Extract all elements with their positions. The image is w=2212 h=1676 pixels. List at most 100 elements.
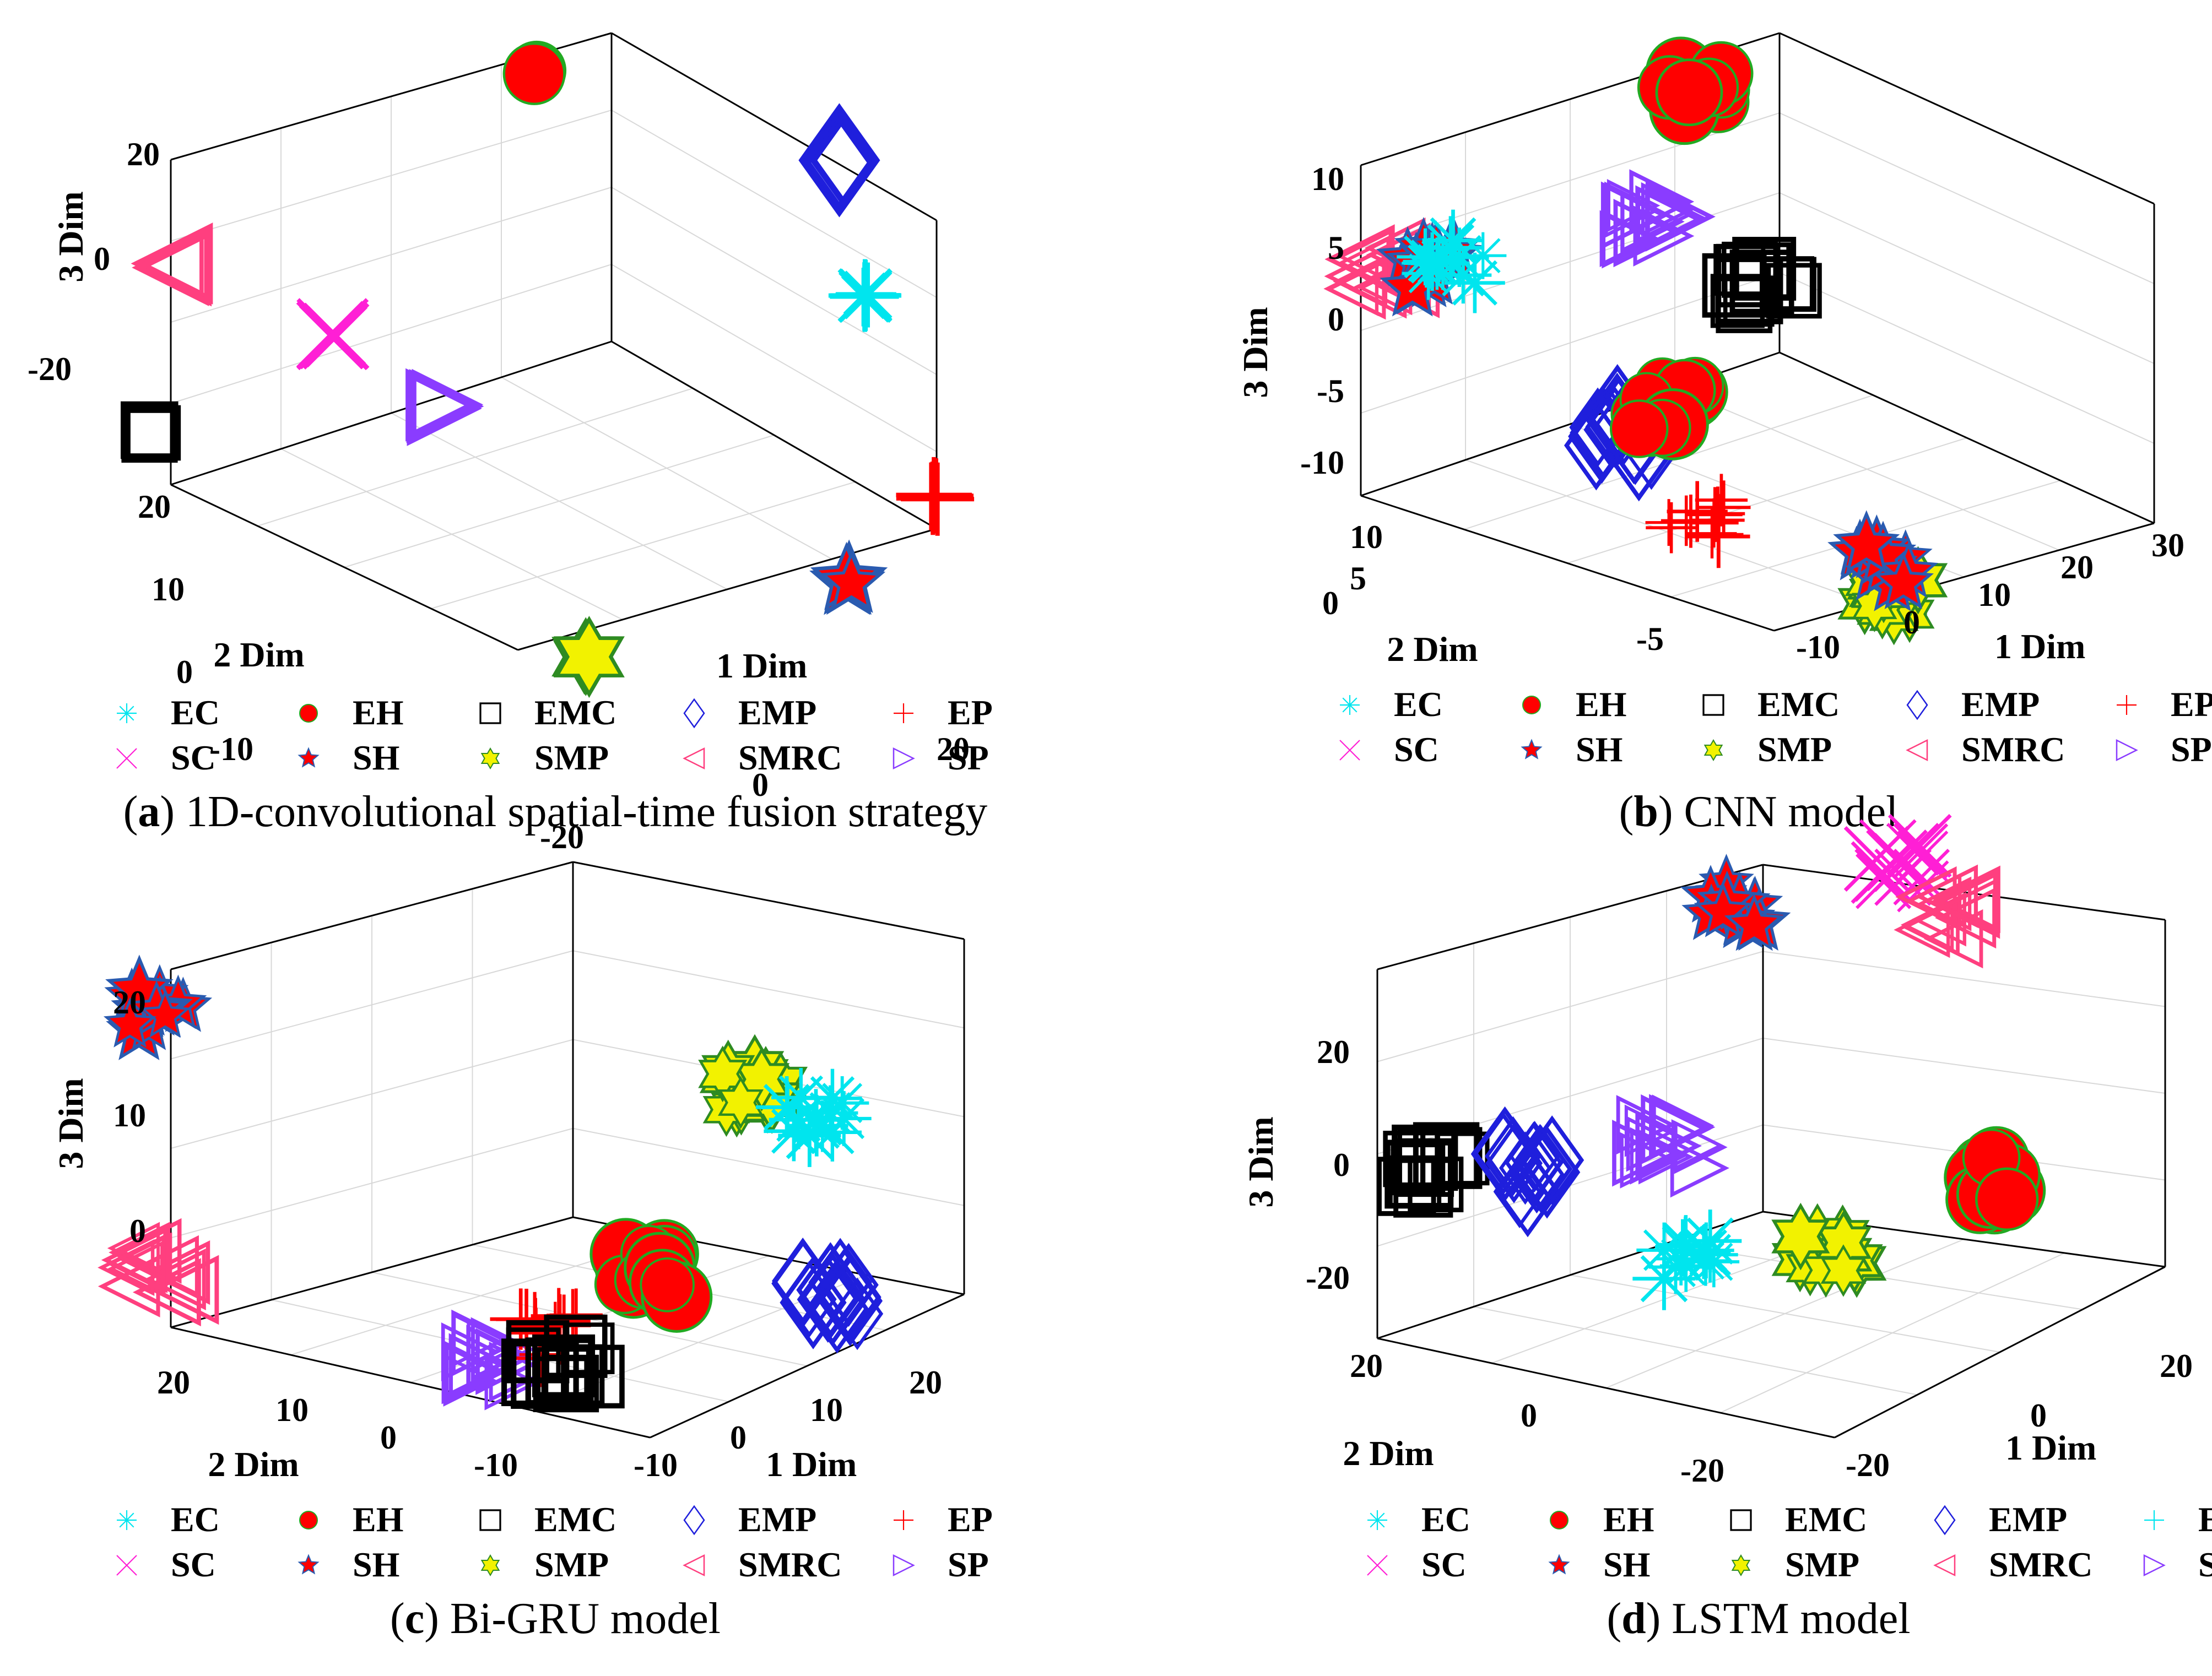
axis-box-edge [611,32,937,221]
x-axis-label: 1 Dim [766,1445,857,1484]
data-point-ec [834,267,893,327]
axis-box-edge [170,861,574,970]
data-point-sp [1629,169,1695,235]
z-tick-label: -20 [1306,1260,1350,1296]
grid-line [1674,388,2059,551]
legend-label-sp: SP [2198,1545,2212,1584]
data-point-smrc [109,1221,171,1284]
legend-marker-smrc [1933,1554,1956,1577]
legend-marker-ec [1367,1510,1387,1530]
y-tick-label: 20 [1350,1348,1383,1384]
y-tick-label: -20 [1680,1452,1724,1489]
data-point-eh [502,42,566,105]
legend-label-eh: EH [353,693,403,732]
legend-marker-eh [1522,696,1541,714]
data-point-ec [1445,252,1505,313]
data-point-sc [299,304,364,370]
x-tick-label: 20 [909,1364,942,1401]
x-tick-label: 0 [2030,1397,2047,1434]
data-point-smrc [1323,261,1379,317]
data-point-ep [1664,494,1718,548]
legend-marker-sp [2143,1554,2166,1577]
data-point-emp [831,1277,884,1350]
panel-caption: (b) CNN model [1619,788,1899,836]
z-axis-label: 3 Dim [51,191,90,282]
z-tick-label: -5 [1317,373,1344,409]
scatter-clusters [121,40,975,698]
axis-box-edge [1360,495,1775,632]
grid-line [431,481,856,609]
legend-label-smrc: SMRC [738,738,842,777]
legend-label-emc: EMC [1785,1500,1867,1539]
legend-marker-sh [1521,739,1543,760]
x-tick-label: -20 [1846,1447,1890,1483]
x-tick-label: 30 [2151,527,2184,563]
scatter-clusters [1377,813,2046,1310]
data-point-ec [761,1081,814,1134]
axis-box-edge [170,1216,574,1328]
legend-marker-ec [1340,695,1360,715]
x-tick-label: 20 [2160,1348,2193,1384]
data-point-ec [1636,1222,1692,1278]
data-point-sp [448,1333,514,1398]
data-point-ec [802,1085,858,1141]
x-tick-label: 10 [1978,577,2011,613]
data-point-ec [785,1089,847,1151]
legend-marker-ep [894,703,913,723]
axis-box-edge [170,1326,651,1439]
legend-label-sc: SC [1394,730,1439,769]
x-axis-label: 1 Dim [1994,627,2085,666]
y-tick-label: -10 [474,1447,518,1483]
data-point-eh [640,1257,695,1312]
data-point-sh [1873,551,1934,610]
legend-label-ec: EC [171,1500,220,1539]
legend-marker-emc [1702,694,1724,716]
data-point-emc [126,409,177,460]
data-point-emc [1761,257,1816,312]
data-point-emp [818,1243,879,1327]
data-point-emp [1508,1135,1565,1214]
axis-box-edge [1779,351,2155,524]
data-point-emc [121,406,178,463]
data-point-ep [1689,498,1739,548]
grid-line [1570,1274,2000,1353]
legend-marker-smp [1703,739,1723,761]
z-tick-label: 5 [1328,230,1344,266]
legend-marker-smrc [683,1554,705,1577]
legend-label-smrc: SMRC [1989,1545,2092,1584]
axis-box-edge [1377,1337,1835,1439]
grid-line [1360,272,1780,414]
axis-box-edge [1779,32,2155,205]
caption-letter: b [1634,788,1658,836]
y-tick-label: 10 [152,571,185,608]
y-tick-label: 10 [1350,519,1383,555]
data-point-ec [1435,247,1492,304]
legend-marker-sc [116,1555,137,1576]
legend-label-emp: EMP [738,693,816,732]
legend-marker-sp [893,747,915,770]
x-tick-label: -20 [540,819,584,855]
legend-marker-ec [117,1510,137,1530]
data-point-emp [796,1242,865,1338]
legend-label-sh: SH [353,738,399,777]
legend-label-sc: SC [171,738,216,777]
data-point-ec [771,1067,831,1127]
data-point-emp [797,1256,859,1343]
y-tick-label: 0 [1322,585,1339,621]
legend-label-sh: SH [1603,1545,1650,1584]
data-point-eh [1609,399,1669,458]
data-point-ep [1696,480,1751,535]
data-point-sp [1645,181,1716,252]
data-point-sh [139,989,191,1038]
x-tick-label: 0 [1903,604,1920,641]
legend-marker-sh [1548,1554,1570,1575]
grid-line [572,950,965,1029]
data-point-sp [411,374,475,438]
data-point-ec [778,1104,841,1167]
legend-marker-ep [2144,1510,2164,1530]
data-point-emp [811,114,878,207]
data-point-sc [302,302,370,370]
legend: EC EH EMC EMP EP SC SH SMP SMRC SP [1339,685,2212,769]
